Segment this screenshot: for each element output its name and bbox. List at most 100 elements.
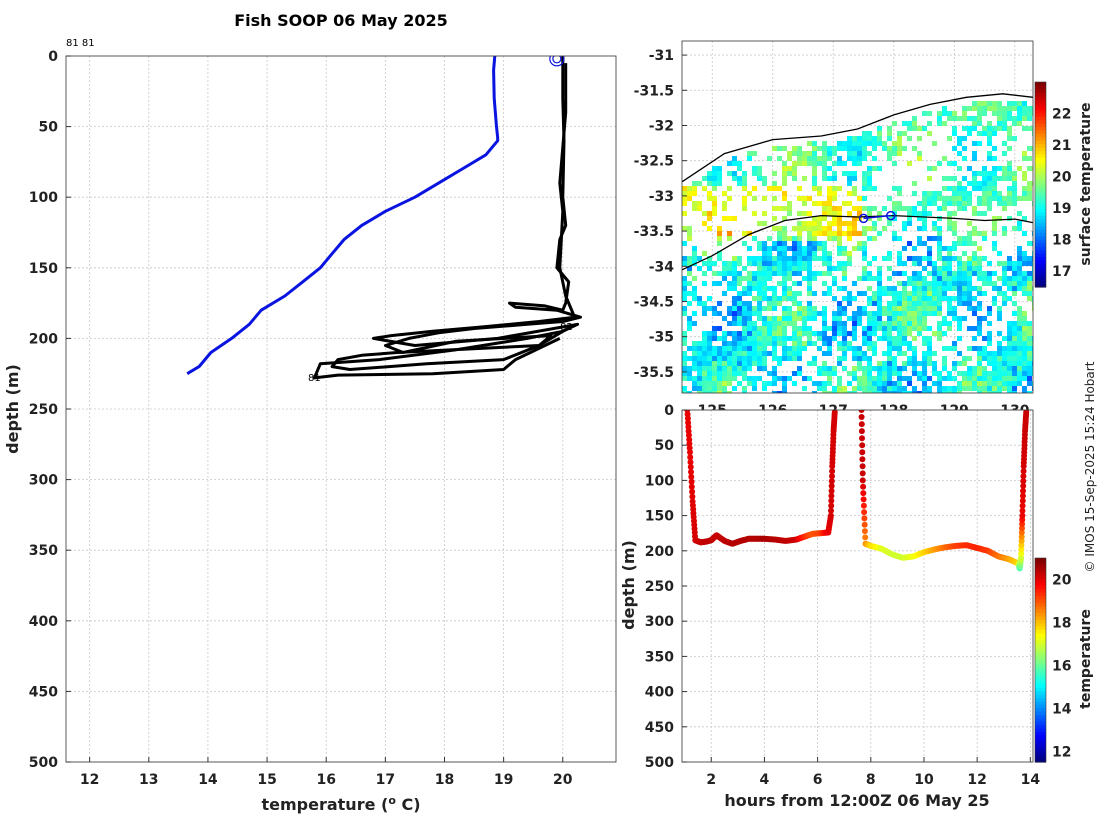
depth-point <box>689 488 696 495</box>
depth-x-tick: 4 <box>760 772 770 788</box>
depth-point <box>828 507 834 514</box>
map-colorbar-label: surface temperature <box>1078 102 1094 265</box>
depth-point <box>858 414 865 420</box>
profile-chart: Fish SOOP 06 May 2025 12 13 14 15 16 17 18 19 20… <box>3 11 617 814</box>
depth-x-axis-label: hours from 12:00Z 06 May 25 <box>724 791 989 810</box>
depth-x-tick: 6 <box>813 772 823 788</box>
depth-y-tick: 50 <box>655 438 675 454</box>
profile-y-tick: 100 <box>29 190 58 206</box>
depth-y-tick: 350 <box>645 649 674 665</box>
depth-point <box>828 488 835 494</box>
cast-label-bottom: 81 <box>308 373 321 384</box>
depth-point <box>858 428 865 435</box>
depth-point <box>1019 507 1026 514</box>
depth-x-tick: 10 <box>914 772 934 788</box>
depth-y-tick: 250 <box>645 579 674 595</box>
profile-x-tick: 12 <box>80 772 99 788</box>
profile-x-tick: 17 <box>376 772 395 788</box>
depth-x-tick: 14 <box>1021 772 1041 788</box>
depth-y-axis-label: depth (m) <box>619 540 638 630</box>
depth-colorbar-label: temperature <box>1078 609 1094 709</box>
map-colorbar-tick: 20 <box>1052 170 1072 186</box>
map-colorbar-tick: 18 <box>1052 233 1071 249</box>
profile-x-tick: 19 <box>494 772 513 788</box>
sst-map: 125126127128129130 -31-31.5-32-32.5-33-3… <box>634 40 1094 419</box>
depth-y-tick: 100 <box>645 473 674 489</box>
cast-label-right: 82 <box>560 322 573 333</box>
depth-colorbar-tick: 18 <box>1052 615 1071 631</box>
profile-plot-area <box>66 56 616 762</box>
depth-point <box>859 463 866 470</box>
depth-colorbar-tick: 14 <box>1052 701 1072 717</box>
profile-y-tick: 0 <box>48 49 58 65</box>
chart-title: Fish SOOP 06 May 2025 <box>234 11 448 30</box>
depth-point <box>1020 488 1026 494</box>
profile-y-tick: 350 <box>29 543 58 559</box>
depth-y-tick: 0 <box>664 403 674 419</box>
depth-colorbar-tick: 16 <box>1052 658 1071 674</box>
map-y-tick: -32 <box>649 118 674 134</box>
depth-point <box>685 432 692 439</box>
profile-y-axis-label: depth (m) <box>3 364 22 454</box>
depth-point <box>827 512 834 519</box>
shelf-track-line <box>682 214 1033 271</box>
map-colorbar-tick: 19 <box>1052 201 1071 217</box>
depth-y-tick: 150 <box>645 509 674 525</box>
depth-point <box>1020 468 1027 475</box>
depth-point <box>1018 542 1025 549</box>
profile-y-tick: 300 <box>29 473 58 489</box>
map-colorbar <box>1034 81 1047 288</box>
profile-start-marker-inner <box>552 56 562 64</box>
map-y-tick: -35 <box>649 330 674 346</box>
depth-point <box>828 478 835 485</box>
profile-x-tick: 18 <box>435 772 454 788</box>
map-colorbar-tick: 21 <box>1052 138 1071 154</box>
depth-point <box>829 468 836 475</box>
map-colorbar-tick: 17 <box>1052 264 1071 280</box>
profile-y-tick: 500 <box>29 755 58 771</box>
profile-y-tick: 200 <box>29 331 58 347</box>
depth-point <box>1018 533 1025 540</box>
depth-point <box>858 410 865 413</box>
depth-point <box>828 497 835 504</box>
depth-point <box>859 435 865 442</box>
map-y-tick: -33.5 <box>634 224 674 240</box>
depth-colorbar-tick: 20 <box>1052 572 1072 588</box>
depth-point <box>688 483 695 490</box>
depth-point <box>687 454 694 461</box>
depth-point <box>860 502 867 509</box>
map-y-tick: -31.5 <box>634 83 674 99</box>
depth-point <box>860 496 867 503</box>
depth-point <box>828 483 835 489</box>
map-y-tick: -35.5 <box>634 365 674 381</box>
depth-point <box>860 483 867 490</box>
depth-y-tick: 450 <box>645 720 674 736</box>
depth-point <box>1023 410 1030 416</box>
profile-y-tick: 450 <box>29 684 58 700</box>
depth-point <box>828 492 835 499</box>
depth-point <box>1018 546 1025 553</box>
depth-point <box>861 515 868 522</box>
profile-series-line <box>186 56 500 375</box>
depth-point <box>858 421 865 428</box>
profile-x-tick: 14 <box>198 772 218 788</box>
depth-point <box>687 459 694 466</box>
depth-point <box>1019 502 1026 509</box>
depth-point <box>1018 537 1025 544</box>
depth-point <box>831 410 838 416</box>
depth-time-chart: 2 4 6 8 10 12 14 0 50 100 150 200 250 300 350 400 450 50… <box>619 403 1094 810</box>
depth-point <box>861 509 868 516</box>
coastline <box>682 93 1033 183</box>
profile-series-line <box>312 63 580 380</box>
profile-x-tick: 20 <box>553 772 573 788</box>
depth-point <box>684 415 691 422</box>
depth-point <box>859 442 866 449</box>
map-y-tick: -34.5 <box>634 294 674 310</box>
depth-point <box>829 473 835 480</box>
profile-y-tick: 150 <box>29 261 58 277</box>
depth-point <box>1018 550 1025 557</box>
depth-y-tick: 500 <box>645 755 674 771</box>
depth-point <box>688 478 695 485</box>
profile-x-axis-label: temperature (o C) <box>261 794 420 814</box>
